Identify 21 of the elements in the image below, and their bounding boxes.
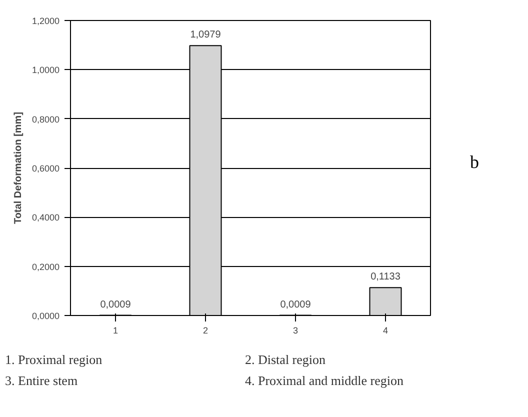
x-tick-label: 4: [382, 326, 388, 336]
y-tick-label: 0,2000: [32, 262, 60, 272]
data-label: 1,0979: [190, 30, 222, 41]
y-tick-label: 0,4000: [32, 212, 60, 223]
y-tick-label: 0,0000: [32, 311, 60, 321]
y-tick-label: 0,8000: [32, 114, 60, 124]
text: 4. Proximal and middle region: [245, 372, 405, 390]
data-label: 0,0009: [100, 299, 132, 310]
data-label: 0,1133: [370, 272, 401, 283]
data-label: 0,0009: [280, 299, 312, 310]
y-axis-title: Total Deformation [mm]: [12, 112, 24, 224]
text: b: [470, 152, 479, 172]
x-tick-label: 3: [292, 326, 298, 336]
text: 2. Distal region: [245, 351, 327, 369]
y-tick-label: 1,0000: [32, 65, 60, 76]
x-tick-label: 1: [112, 326, 118, 336]
y-tick-label: 1,2000: [32, 16, 60, 26]
y-tick-label: 0,6000: [32, 164, 60, 174]
text: 3. Entire stem: [5, 372, 79, 390]
x-tick-label: 2: [202, 326, 208, 336]
text: 1. Proximal region: [5, 351, 104, 369]
